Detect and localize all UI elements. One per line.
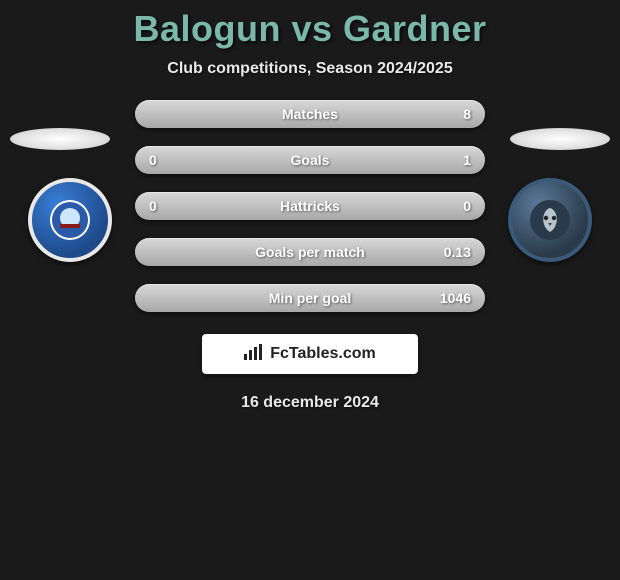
- stat-left-value: 0: [149, 152, 189, 168]
- stat-row: Goals per match 0.13: [135, 238, 485, 266]
- stat-right-value: 8: [431, 106, 471, 122]
- stat-right-value: 0.13: [431, 244, 471, 260]
- stat-right-value: 1: [431, 152, 471, 168]
- stat-row: 0 Hattricks 0: [135, 192, 485, 220]
- date-text: 16 december 2024: [0, 394, 620, 412]
- page-title: Balogun vs Gardner: [0, 8, 620, 50]
- player-left-oval: [10, 128, 110, 150]
- stat-row: Min per goal 1046: [135, 284, 485, 312]
- stat-label: Goals: [291, 152, 330, 168]
- stat-row: Matches 8: [135, 100, 485, 128]
- club-badge-left-inner: [48, 198, 92, 242]
- stat-label: Matches: [282, 106, 338, 122]
- bar-chart-icon: [244, 344, 264, 365]
- stat-right-value: 0: [431, 198, 471, 214]
- stat-row: 0 Goals 1: [135, 146, 485, 174]
- stat-right-value: 1046: [431, 290, 471, 306]
- stat-label: Goals per match: [255, 244, 365, 260]
- footer-logo: FcTables.com: [202, 334, 418, 374]
- stat-label: Min per goal: [269, 290, 351, 306]
- footer-logo-text: FcTables.com: [270, 345, 376, 363]
- stat-label: Hattricks: [280, 198, 340, 214]
- club-badge-left: [28, 178, 112, 262]
- club-badge-right: [508, 178, 592, 262]
- subtitle: Club competitions, Season 2024/2025: [0, 60, 620, 78]
- stat-left-value: 0: [149, 198, 189, 214]
- club-badge-right-inner: [528, 198, 572, 242]
- player-right-oval: [510, 128, 610, 150]
